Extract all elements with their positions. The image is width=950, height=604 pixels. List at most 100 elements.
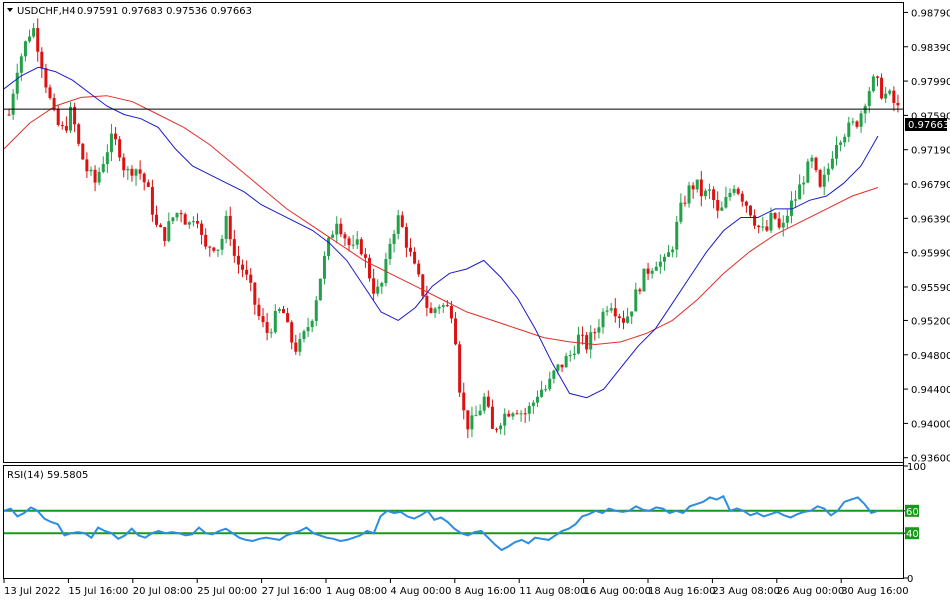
candle-body: [15, 72, 19, 94]
candle-body: [515, 413, 519, 415]
rsi-panel-frame: [3, 465, 904, 579]
candle-body: [327, 237, 331, 256]
candle-body: [785, 215, 789, 223]
candle-body: [77, 124, 81, 144]
candle-body: [32, 28, 36, 37]
rsi-level-tag: [905, 527, 919, 540]
candle-body: [662, 256, 666, 262]
candle-body: [187, 222, 191, 225]
candle-body: [486, 396, 490, 407]
candle-body: [441, 305, 445, 307]
candle-body: [880, 77, 884, 99]
candle-body: [638, 289, 642, 292]
candle-body: [388, 243, 392, 260]
candle-body: [695, 179, 699, 190]
candle-body: [495, 428, 499, 430]
candle-body: [294, 342, 298, 352]
candle-body: [81, 143, 85, 160]
candle-body: [28, 36, 32, 42]
price-tick-label: 0.94800: [911, 351, 950, 362]
candle-body: [859, 113, 863, 127]
candle-body: [122, 157, 126, 171]
candle-body: [298, 339, 302, 352]
price-tick-label: 0.97990: [911, 77, 950, 88]
price-tick-label: 0.95590: [911, 283, 950, 294]
time-tick-label: 4 Aug 00:00: [390, 586, 451, 597]
candle-body: [654, 266, 658, 271]
candle-body: [216, 249, 220, 251]
candle-body: [540, 389, 544, 397]
candle-body: [621, 318, 625, 323]
rsi-tick-label: 0: [907, 574, 913, 585]
candle-body: [687, 185, 691, 204]
current-price-label: 0.97663: [908, 120, 949, 131]
candle-body: [146, 182, 150, 187]
candle-body: [716, 200, 720, 211]
candle-body: [626, 316, 630, 323]
candle-body: [798, 184, 802, 200]
candle-body: [109, 133, 113, 153]
candle-body: [646, 268, 650, 274]
candle-body: [150, 186, 154, 215]
candle-body: [830, 158, 834, 169]
candle-body: [507, 413, 511, 417]
candle-body: [257, 304, 261, 317]
candle-body: [708, 189, 712, 191]
candle-body: [171, 217, 175, 222]
candle-body: [572, 353, 576, 356]
candle-body: [253, 282, 257, 305]
candle-body: [130, 168, 134, 176]
candle-body: [691, 185, 695, 190]
candle-body: [179, 213, 183, 215]
candle-body: [777, 218, 781, 228]
rsi-title: RSI(14) 59.5805: [7, 470, 88, 481]
candle-body: [867, 91, 871, 106]
candle-body: [839, 142, 843, 145]
candle-body: [138, 169, 142, 174]
candle-body: [712, 189, 716, 201]
candle-body: [417, 263, 421, 275]
candle-body: [359, 239, 363, 255]
candle-body: [261, 316, 265, 323]
candle-body: [36, 28, 40, 52]
price-tick-label: 0.96790: [911, 180, 950, 191]
candle-body: [597, 327, 601, 333]
candle-body: [740, 193, 744, 202]
candle-body: [134, 169, 138, 176]
candle-body: [847, 122, 851, 137]
candle-body: [376, 286, 380, 294]
candle-body: [200, 223, 204, 235]
candle-body: [183, 214, 187, 225]
candle-body: [585, 335, 589, 350]
candle-body: [818, 170, 822, 187]
candle-body: [269, 332, 273, 334]
candle-body: [314, 300, 318, 321]
candle-body: [277, 309, 281, 311]
candle-body: [560, 364, 564, 368]
candle-body: [478, 410, 482, 416]
candle-body: [556, 364, 560, 371]
candle-body: [302, 331, 306, 340]
collapse-triangle-icon[interactable]: [7, 8, 13, 12]
candle-body: [781, 222, 785, 228]
symbol-title: USDCHF,H4: [17, 6, 76, 17]
candle-body: [249, 274, 253, 283]
candle-body: [52, 98, 56, 109]
candle-body: [310, 320, 314, 328]
candle-body: [19, 56, 23, 73]
candle-body: [339, 223, 343, 235]
axes: 0.98790 0.98390 0.97990 0.97590 0.97190 0.967…: [3, 8, 950, 597]
price-tick-label: 0.98390: [911, 43, 950, 54]
time-tick-label: 11 Aug 08:00: [519, 586, 586, 597]
time-tick-label: 15 Jul 16:00: [68, 586, 128, 597]
candle-body: [23, 41, 27, 57]
candle-body: [814, 157, 818, 171]
candle-body: [462, 392, 466, 411]
time-tick-label: 26 Aug 00:00: [777, 586, 844, 597]
candle-body: [454, 318, 458, 345]
candle-body: [413, 251, 417, 264]
candle-body: [699, 179, 703, 197]
candle-body: [802, 182, 806, 185]
price-tick-label: 0.95990: [911, 249, 950, 260]
